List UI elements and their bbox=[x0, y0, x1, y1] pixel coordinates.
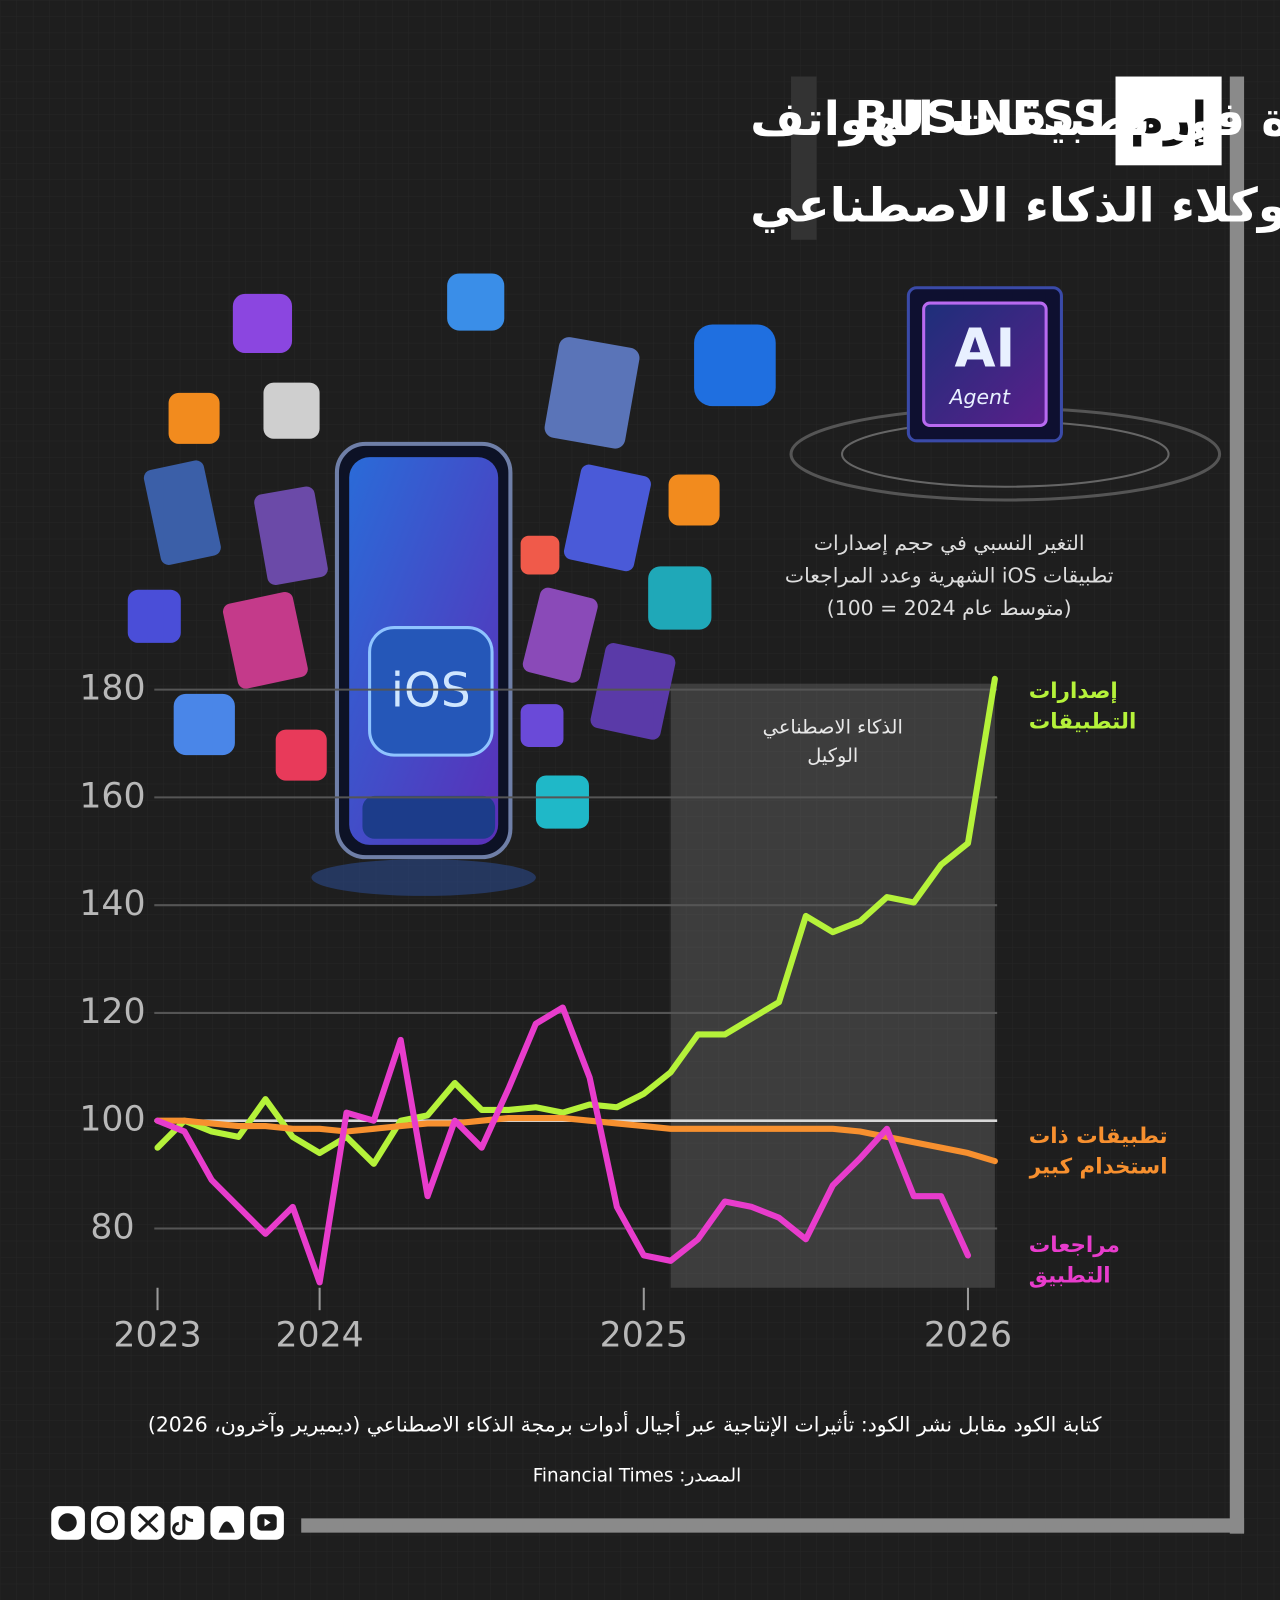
highlight-label-box: الذكاء الاصطناعي الوكيل bbox=[762, 716, 903, 767]
x-tick-label: 2023 bbox=[113, 1316, 201, 1356]
series-line bbox=[154, 1004, 972, 1286]
illustration: iOS AI Agent bbox=[127, 273, 1222, 896]
subtitle: (متوسط عام 2024 = 100) bbox=[827, 596, 1072, 620]
social-icons bbox=[51, 1506, 284, 1540]
y-tick-label: 180 bbox=[79, 669, 145, 709]
series-label: مراجعات التطبيق bbox=[1028, 1232, 1120, 1289]
logo: إرم bbox=[1130, 92, 1208, 147]
y-tick-label: 120 bbox=[79, 992, 145, 1032]
y-tick-label: 80 bbox=[90, 1207, 134, 1247]
series-line bbox=[154, 1114, 998, 1165]
headline: بفضل وكلاء الذكاء الاصطناعي bbox=[750, 179, 1280, 234]
series-label-box: تطبيقات ذات استخدام كبير bbox=[1028, 1123, 1168, 1180]
social-icon[interactable] bbox=[91, 1506, 125, 1540]
subtitle: تطبيقات iOS الشهرية وعدد المراجعات bbox=[785, 564, 1114, 588]
frame-bar bbox=[301, 1518, 1245, 1533]
chart: الذكاء الاصطناعي الوكيل 80 100 120 140 160 180… bbox=[79, 669, 1168, 1356]
logo-box bbox=[1115, 76, 1222, 166]
series-line bbox=[154, 675, 998, 1167]
x-tick-label: 2025 bbox=[600, 1316, 688, 1356]
series-label-box: مراجعات التطبيق bbox=[1028, 1232, 1120, 1289]
y-tick-label: 100 bbox=[79, 1100, 145, 1140]
y-tick-label: 160 bbox=[79, 776, 145, 816]
social-icon[interactable] bbox=[170, 1506, 205, 1540]
chip-label: AI bbox=[954, 318, 1015, 380]
highlight-label: الذكاء الاصطناعي الوكيل bbox=[762, 716, 903, 767]
headline: طفرة في تطبيقات الهواتف bbox=[750, 92, 1280, 147]
chip-sublabel: Agent bbox=[948, 385, 1011, 409]
brand-name: BUSINESS bbox=[855, 90, 1106, 143]
x-tick-label: 2026 bbox=[924, 1316, 1012, 1356]
subtitle: التغير النسبي في حجم إصدارات bbox=[814, 531, 1085, 556]
frame-bar bbox=[1229, 76, 1245, 1534]
y-tick-label: 140 bbox=[79, 884, 145, 924]
series-label: إصدارات التطبيقات bbox=[1028, 678, 1137, 735]
phone-label: iOS bbox=[391, 663, 471, 718]
series-label-box: إصدارات التطبيقات bbox=[1028, 678, 1137, 735]
source: المصدر: Financial Times bbox=[533, 1466, 742, 1487]
series-label: تطبيقات ذات استخدام كبير bbox=[1028, 1123, 1168, 1180]
divider bbox=[791, 76, 817, 240]
x-tick-label: 2024 bbox=[275, 1316, 363, 1356]
caption: كتابة الكود مقابل نشر الكود: تأثيرات الإ… bbox=[148, 1411, 1102, 1437]
